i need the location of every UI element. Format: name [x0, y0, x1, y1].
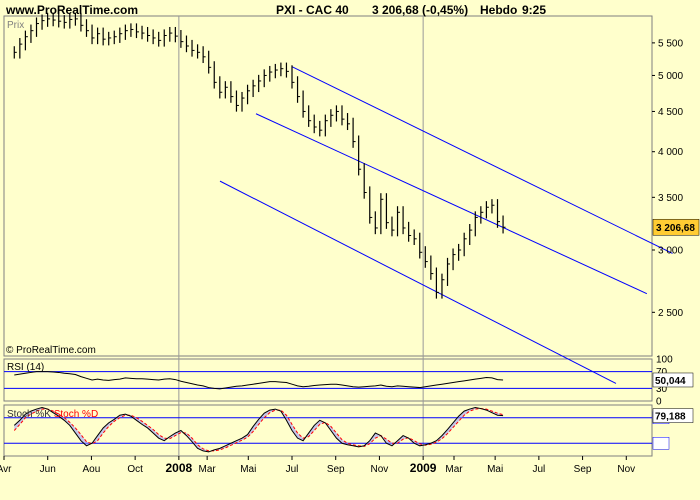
rsi-last-badge — [652, 372, 694, 388]
x-axis-label: Mar — [199, 464, 217, 475]
last-price-badge — [652, 218, 700, 236]
x-axis-label: Oct — [127, 464, 143, 475]
price-y-label: 5 000 — [658, 71, 683, 82]
channel-line-lower — [219, 180, 617, 384]
panel-frames — [3, 15, 653, 457]
price-y-label: 3 000 — [658, 246, 683, 257]
x-axis-label: Sep — [327, 464, 345, 475]
rsi-last-label: 50,044 — [655, 376, 686, 387]
quote-value: 3 206,68 (-0,45%) — [372, 3, 469, 17]
x-axis-label: 2009 — [410, 461, 437, 475]
x-axis-labels: Avr Jun Aou Oct 2008 Mar Mai Jul Sep Nov 2009 Mar Ma… — [0, 456, 635, 475]
site-link[interactable]: www.ProRealTime.com — [6, 3, 139, 17]
channel-line-upper — [291, 66, 673, 254]
last-price-label: 3 206,68 — [656, 223, 695, 234]
price-y-label: 4 500 — [658, 107, 683, 118]
x-axis-label: Mai — [240, 464, 256, 475]
panel-frame-price — [3, 15, 653, 357]
stoch-d-legend: Stoch %D — [53, 409, 99, 420]
stoch-fill — [14, 407, 504, 452]
time-label: 9:25 — [522, 3, 547, 17]
price-y-label: 4 000 — [658, 147, 683, 158]
last-value-badges: 3 206,68 50,044 79,188 — [652, 218, 700, 450]
regression-channel — [219, 66, 673, 384]
copyright-label: © ProRealTime.com — [6, 345, 96, 356]
x-axis-label: Jul — [532, 464, 545, 475]
price-bars — [13, 12, 506, 299]
instrument-name: PXI - CAC 40 — [276, 3, 349, 17]
x-axis-label: Jun — [40, 464, 56, 475]
price-y-label: 3 500 — [658, 193, 683, 204]
stochastic-series — [4, 407, 652, 453]
panel-frame-stoch — [3, 404, 653, 457]
x-axis-label: Nov — [371, 464, 389, 475]
x-axis-label: 2008 — [166, 461, 193, 475]
x-axis-label: Sep — [574, 464, 592, 475]
rsi-series — [4, 371, 652, 390]
x-axis-label: Nov — [617, 464, 635, 475]
rsi-y-label: 30 — [656, 384, 668, 395]
price-y-label: 5 500 — [658, 38, 683, 49]
stoch-k-line — [13, 407, 504, 453]
grid-lines — [178, 16, 424, 456]
rsi-line — [14, 371, 504, 390]
price-panel-title: Prix — [7, 20, 25, 31]
stoch-last-label: 79,188 — [655, 412, 686, 423]
rsi-panel-title: RSI (14) — [7, 362, 45, 373]
price-y-label: 2 500 — [658, 308, 683, 319]
panel-frame-rsi — [3, 358, 653, 402]
y-axis-labels: 5 500 5 000 4 500 4 000 3 500 3 000 2 500 10070… — [652, 38, 683, 450]
x-axis-label: Aou — [83, 464, 101, 475]
period-label: Hebdo — [480, 3, 518, 17]
rsi-y-label: 70 — [656, 367, 668, 378]
stoch-last-badge — [652, 408, 694, 423]
rsi-y-label: 100 — [656, 355, 673, 366]
stoch-panel-title: Stoch %K Stoch %D — [7, 409, 98, 420]
x-axis-label: Mar — [445, 464, 463, 475]
x-axis-label: Jul — [286, 464, 299, 475]
x-axis-label: Mai — [487, 464, 503, 475]
stoch-d-line — [13, 408, 504, 452]
stoch-level-badge — [652, 437, 670, 450]
stoch-k-legend: Stoch %K — [7, 409, 51, 420]
x-axis-label: Avr — [0, 464, 12, 475]
rsi-y-label: 0 — [656, 397, 662, 408]
channel-line-middle — [255, 113, 648, 295]
